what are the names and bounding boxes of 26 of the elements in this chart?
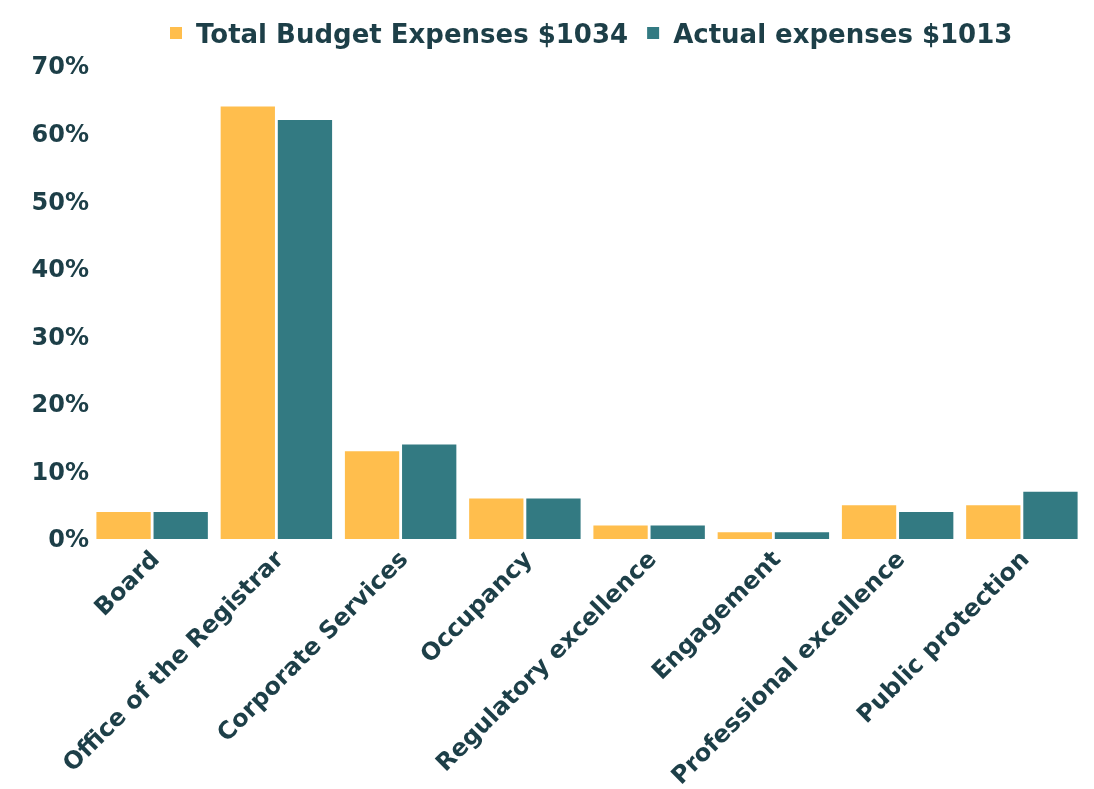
- y-tick-label: 70%: [31, 52, 89, 81]
- bar: [153, 511, 208, 539]
- y-tick-label: 10%: [31, 457, 89, 486]
- legend-label: Total Budget Expenses $1034: [196, 19, 629, 50]
- bar: [277, 120, 333, 539]
- bar: [841, 505, 897, 539]
- bar: [526, 498, 581, 539]
- y-tick-label: 30%: [31, 322, 89, 351]
- bar: [717, 532, 772, 539]
- y-tick-label: 60%: [31, 119, 89, 148]
- bar: [220, 106, 275, 539]
- legend-label: Actual expenses $1013: [673, 19, 1013, 50]
- y-tick-label: 0%: [48, 525, 89, 554]
- y-tick-label: 50%: [31, 187, 89, 216]
- bar: [966, 505, 1021, 539]
- bar: [650, 525, 705, 539]
- bar: [344, 451, 400, 539]
- bar: [774, 532, 830, 539]
- bar: [1023, 491, 1078, 539]
- bar: [402, 444, 457, 539]
- bar: [96, 511, 151, 539]
- bar: [593, 525, 648, 539]
- y-tick-label: 40%: [31, 255, 89, 284]
- bar: [899, 511, 954, 539]
- y-tick-label: 20%: [31, 390, 89, 419]
- bar: [469, 498, 524, 539]
